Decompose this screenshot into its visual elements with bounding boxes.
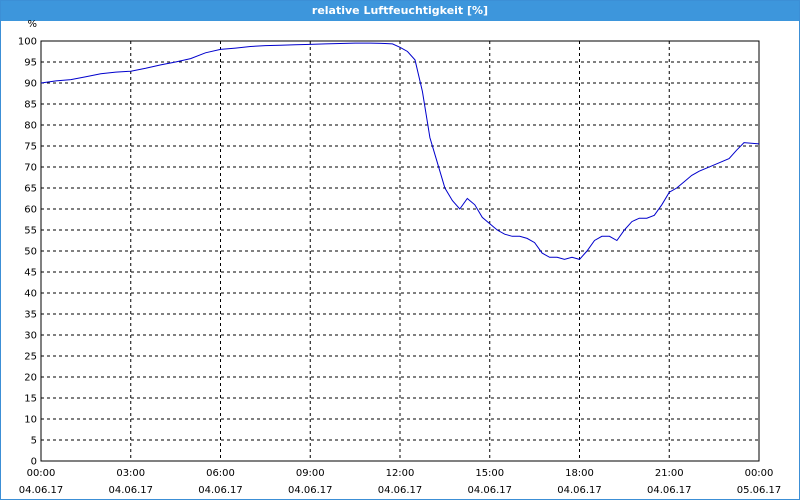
y-tick-label: 0: [31, 457, 37, 468]
y-tick-label: 5: [31, 436, 37, 447]
y-tick-label: 35: [24, 310, 37, 321]
x-tick-time-label: 12:00: [386, 468, 415, 479]
x-tick-time-label: 21:00: [655, 468, 684, 479]
grid-lines: [40, 40, 760, 462]
y-tick-label: 65: [24, 184, 37, 195]
y-tick-label: 45: [24, 268, 37, 279]
y-tick-label: 90: [24, 79, 37, 90]
y-tick-label: 95: [24, 58, 37, 69]
y-tick-label: 70: [24, 163, 37, 174]
x-tick-date-label: 04.06.17: [19, 485, 64, 496]
series-line: [40, 42, 760, 260]
chart-title: relative Luftfeuchtigkeit [%]: [1, 1, 799, 21]
x-tick-time-label: 00:00: [27, 468, 56, 479]
x-tick-date-label: 04.06.17: [467, 485, 512, 496]
x-axis-ticks: 00:00 04.06.17 03:00 04.06.17 06:00 04.06.17 0…: [19, 468, 782, 496]
y-tick-label: 75: [24, 142, 37, 153]
x-tick-time-label: 15:00: [475, 468, 504, 479]
x-tick-time-label: 09:00: [296, 468, 325, 479]
y-tick-label: 30: [24, 331, 37, 342]
x-tick-time-label: 00:00: [745, 468, 774, 479]
x-tick-date-label: 04.06.17: [288, 485, 333, 496]
y-tick-label: 15: [24, 394, 37, 405]
y-tick-label: 55: [24, 226, 37, 237]
x-tick-date-label: 04.06.17: [647, 485, 692, 496]
x-tick-time-label: 03:00: [116, 468, 145, 479]
y-tick-label: 20: [24, 373, 37, 384]
x-tick-date-label: 05.06.17: [737, 485, 782, 496]
y-tick-label: 85: [24, 100, 37, 111]
y-tick-label: 80: [24, 121, 37, 132]
y-tick-label: 100: [18, 37, 37, 48]
y-tick-label: 40: [24, 289, 37, 300]
y-tick-label: 50: [24, 247, 37, 258]
y-axis-ticks: 0 5 10 15 20 25 30 35 40 45 50 55 60 65 70 75 80 85 90 95 10…: [18, 37, 37, 468]
y-tick-label: 25: [24, 352, 37, 363]
x-tick-date-label: 04.06.17: [198, 485, 243, 496]
x-tick-time-label: 06:00: [206, 468, 235, 479]
x-tick-date-label: 04.06.17: [557, 485, 602, 496]
y-tick-label: 60: [24, 205, 37, 216]
y-tick-label: 10: [24, 415, 37, 426]
x-tick-date-label: 04.06.17: [378, 485, 423, 496]
x-tick-date-label: 04.06.17: [108, 485, 153, 496]
y-axis-unit-label: %: [27, 19, 37, 30]
x-tick-time-label: 18:00: [565, 468, 594, 479]
